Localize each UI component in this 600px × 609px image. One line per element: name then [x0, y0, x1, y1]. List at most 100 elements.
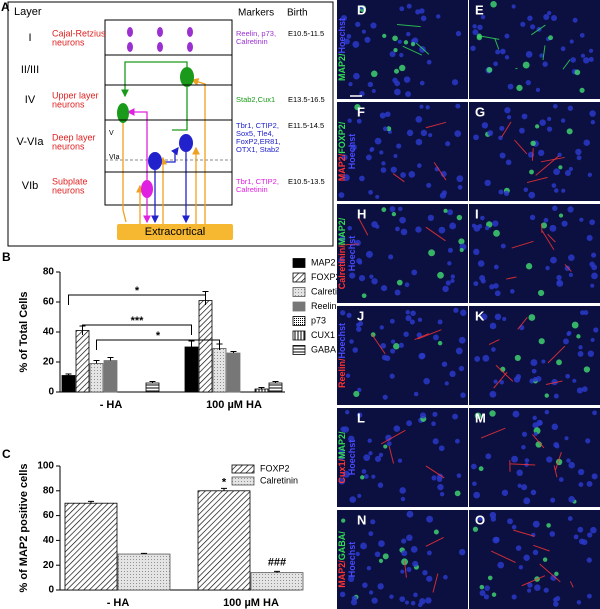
neurite — [521, 575, 546, 587]
error-bar — [93, 360, 100, 364]
nucleus — [579, 87, 585, 93]
nucleus — [399, 596, 406, 603]
nucleus — [582, 386, 588, 392]
nucleus — [472, 481, 477, 487]
marker-text: Tbr1, CTIP2, — [236, 121, 279, 130]
nucleus — [340, 426, 346, 432]
nucleus — [437, 483, 444, 491]
nucleus — [563, 338, 569, 345]
nucleus — [371, 278, 378, 285]
nucleus — [470, 463, 477, 470]
nucleus — [483, 594, 490, 600]
legend-swatch — [292, 330, 306, 341]
nucleus — [479, 589, 486, 597]
nucleus — [495, 49, 501, 55]
nucleus — [371, 474, 376, 479]
nucleus — [507, 518, 513, 525]
legend-label: GABA — [311, 344, 336, 354]
nucleus — [549, 224, 557, 232]
nucleus — [538, 338, 545, 345]
nucleus — [389, 51, 396, 58]
nucleus — [357, 387, 362, 393]
nucleus — [530, 359, 538, 367]
nucleus — [499, 152, 506, 159]
neurite — [414, 333, 430, 341]
nucleus — [556, 274, 562, 281]
marker-text: Calretinin — [236, 37, 268, 46]
nucleus — [460, 309, 467, 316]
nucleus — [551, 183, 557, 188]
nucleus — [530, 140, 536, 147]
panel-letter: K — [475, 308, 485, 323]
nucleus — [477, 260, 485, 267]
nucleus — [503, 190, 510, 197]
nucleus — [348, 82, 353, 87]
nucleus — [589, 110, 596, 117]
neurite — [340, 243, 359, 246]
nucleus — [484, 225, 490, 231]
nucleus — [566, 331, 571, 336]
cajal-cells — [127, 27, 193, 52]
nucleus — [473, 248, 480, 256]
nucleus — [590, 526, 597, 534]
nucleus — [586, 234, 593, 242]
nucleus — [511, 4, 516, 9]
nucleus — [370, 22, 377, 29]
nucleus — [591, 272, 598, 280]
neurite — [358, 217, 369, 236]
panel-letter: D — [357, 2, 366, 17]
stain-label: Reelin/Hoechst — [337, 323, 347, 388]
nucleus — [473, 134, 479, 141]
nucleus — [455, 103, 461, 109]
nucleus — [341, 154, 348, 161]
nucleus — [353, 72, 360, 80]
nucleus — [451, 79, 459, 86]
nucleus — [535, 87, 541, 92]
significance-bracket — [82, 324, 192, 335]
cortex-box — [104, 19, 233, 206]
nucleus — [364, 36, 371, 43]
nucleus — [409, 319, 415, 325]
nucleus — [457, 184, 463, 190]
neurite — [480, 427, 506, 439]
nucleus — [487, 130, 494, 136]
nucleus — [378, 540, 385, 547]
error-bar — [65, 373, 72, 376]
neurite — [432, 573, 439, 593]
nucleus — [369, 274, 374, 279]
nucleus — [432, 411, 438, 417]
nucleus — [575, 148, 582, 156]
nucleus — [564, 436, 569, 441]
nucleus — [456, 473, 462, 478]
neuron-type: neurons — [52, 37, 85, 47]
nucleus — [426, 182, 432, 188]
nucleus — [576, 387, 583, 394]
nucleus — [361, 29, 366, 34]
header-birth: Birth — [287, 8, 308, 19]
nucleus — [360, 475, 365, 480]
nucleus — [555, 595, 561, 602]
nucleus — [379, 150, 384, 155]
marker-text: Calretinin — [236, 185, 268, 194]
nucleus — [549, 531, 556, 537]
neurite — [569, 581, 574, 588]
nucleus — [521, 431, 528, 437]
nucleus — [419, 412, 427, 419]
nucleus — [394, 88, 401, 96]
panel-letter: O — [475, 512, 485, 527]
nucleus — [419, 8, 425, 14]
bar — [184, 346, 199, 393]
nucleus — [551, 378, 558, 386]
nucleus — [539, 53, 544, 58]
nucleus — [440, 170, 447, 178]
nucleus — [579, 310, 585, 316]
nucleus — [543, 14, 550, 21]
panel-letter: I — [475, 206, 479, 221]
nucleus — [532, 415, 537, 421]
y-tick-label: 40 — [43, 327, 55, 338]
nucleus — [377, 482, 384, 488]
nucleus — [525, 263, 533, 270]
nucleus — [405, 310, 410, 315]
marker-text: OTX1, Stab2 — [236, 145, 279, 154]
nucleus — [428, 133, 433, 138]
